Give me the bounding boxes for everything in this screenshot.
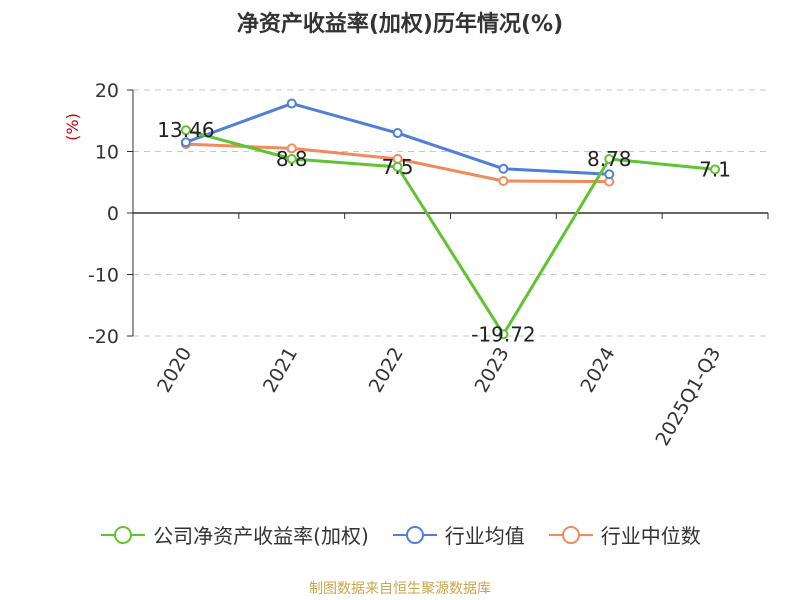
legend-item-industry-mean[interactable]: 行业均值 <box>391 520 525 549</box>
legend-marker-industry-median <box>548 525 593 544</box>
x-tick-label: 2023 <box>471 343 514 396</box>
data-point-1 <box>604 169 615 180</box>
data-point-1 <box>392 128 403 139</box>
x-tick-label: 2021 <box>259 344 302 397</box>
y-tick-label: -20 <box>88 326 119 348</box>
legend-label-industry-mean: 行业均值 <box>444 524 525 548</box>
data-label: 7.1 <box>699 157 731 181</box>
legend-item-industry-median[interactable]: 行业中位数 <box>547 520 701 549</box>
data-point-0 <box>604 154 615 165</box>
data-label: -19.72 <box>471 322 535 346</box>
data-label: 8.8 <box>276 147 308 171</box>
y-axis-label: (%) <box>63 113 82 141</box>
series-line-0 <box>185 128 716 336</box>
data-label: 8.78 <box>587 147 632 171</box>
legend: 公司净资产收益率(加权) 行业均值 行业中位数 <box>0 520 800 549</box>
chart-title: 净资产收益率(加权)历年情况(%) <box>236 12 564 37</box>
data-point-0 <box>286 153 297 164</box>
y-tick-label: 20 <box>95 80 119 102</box>
data-source-note: 制图数据来自恒生聚源数据库 <box>309 581 491 597</box>
line-chart: 20 10 0 -10 -20 (%) 2020 2021 2022 2023 2024 2025Q1… <box>63 80 769 450</box>
legend-marker-company <box>101 525 146 544</box>
y-tick-label: -10 <box>88 265 119 287</box>
x-tick-label: 2020 <box>153 344 196 397</box>
legend-label-industry-median: 行业中位数 <box>600 524 701 548</box>
data-point-2 <box>286 143 297 154</box>
legend-label-company: 公司净资产收益率(加权) <box>153 524 369 548</box>
data-label: 13.46 <box>157 118 214 142</box>
x-tick-label: 2022 <box>365 344 408 397</box>
data-point-0 <box>710 164 721 175</box>
y-tick-label: 10 <box>95 142 119 164</box>
data-point-0 <box>180 125 191 136</box>
x-tick-label: 2024 <box>576 344 619 397</box>
legend-item-company[interactable]: 公司净资产收益率(加权) <box>99 520 369 549</box>
y-tick-label: 0 <box>107 203 119 225</box>
data-point-1 <box>286 98 297 109</box>
legend-marker-industry-mean <box>392 525 437 544</box>
data-point-2 <box>498 176 509 187</box>
data-point-1 <box>180 137 191 148</box>
data-point-0 <box>498 329 509 340</box>
data-label: 7.5 <box>382 155 414 179</box>
data-point-1 <box>498 163 509 174</box>
x-tick-label: 2025Q1-Q3 <box>651 344 725 450</box>
data-point-0 <box>392 161 403 172</box>
